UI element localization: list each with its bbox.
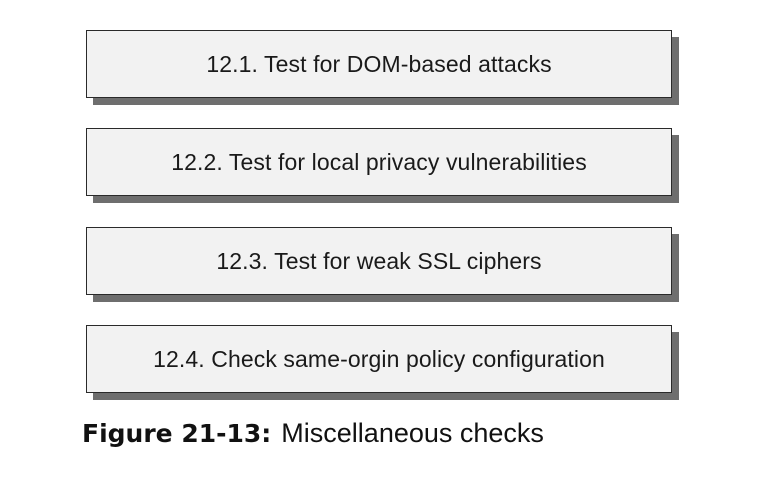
step-label: 12.2. Test for local privacy vulnerabili… <box>171 148 587 175</box>
figure-caption: Figure 21-13: Miscellaneous checks <box>82 418 544 449</box>
step-box-12-4: 12.4. Check same-orgin policy configurat… <box>86 325 672 393</box>
step-box-12-2: 12.2. Test for local privacy vulnerabili… <box>86 128 672 196</box>
step-box-12-3: 12.3. Test for weak SSL ciphers <box>86 227 672 295</box>
step-label: 12.1. Test for DOM-based attacks <box>206 50 552 77</box>
figure-title: Miscellaneous checks <box>281 418 544 448</box>
figure-number: Figure 21-13: <box>82 419 272 448</box>
step-label: 12.3. Test for weak SSL ciphers <box>216 247 542 274</box>
step-label: 12.4. Check same-orgin policy configurat… <box>153 345 605 372</box>
step-box-12-1: 12.1. Test for DOM-based attacks <box>86 30 672 98</box>
